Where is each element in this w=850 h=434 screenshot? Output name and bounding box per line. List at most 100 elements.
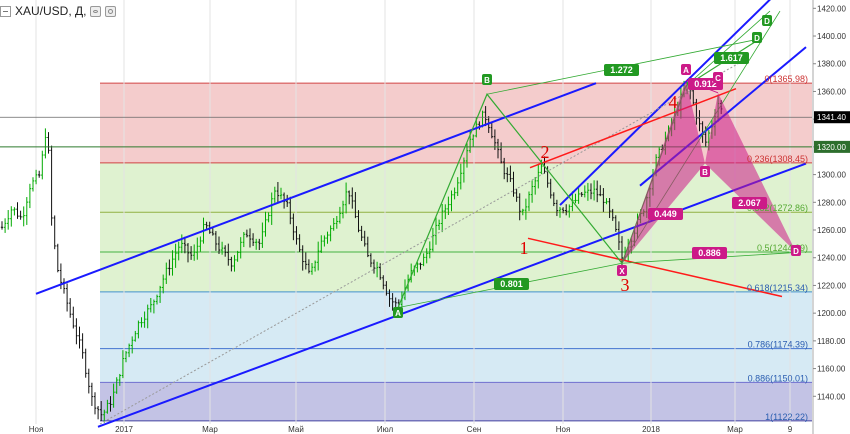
- candle: [348, 190, 351, 205]
- candle: [512, 171, 515, 197]
- magenta-point-a: A: [681, 64, 691, 75]
- candle: [385, 281, 388, 296]
- ratio-1272-badge-text: 1.272: [610, 65, 633, 75]
- visibility-icon[interactable]: [90, 5, 102, 17]
- green-point-b-bg: [482, 74, 492, 85]
- y-tick-label: 1420.00: [817, 4, 846, 13]
- candle: [13, 207, 16, 216]
- candle: [134, 330, 137, 342]
- candle: [140, 317, 143, 328]
- x-tick-label: Ноя: [556, 425, 571, 434]
- candle: [72, 306, 75, 329]
- candle: [248, 228, 252, 248]
- candle: [186, 243, 190, 263]
- y-tick-label: 1380.00: [817, 60, 846, 69]
- candle: [177, 241, 180, 261]
- collapse-icon[interactable]: [0, 5, 11, 17]
- x-tick-label: Май: [288, 425, 304, 434]
- magenta-point-d: D: [791, 245, 801, 256]
- candle: [75, 318, 78, 345]
- candle: [472, 134, 475, 147]
- candle: [611, 208, 614, 221]
- x-tick-label: 2017: [115, 425, 133, 434]
- candle: [155, 294, 159, 305]
- magenta-point-b: B: [700, 166, 710, 177]
- chart-header: XAU/USD, Д,: [0, 3, 117, 19]
- candle: [267, 212, 270, 223]
- candle: [69, 298, 72, 318]
- current-price-badge: 1341.40: [817, 113, 846, 122]
- magenta-point-a-bg: [681, 64, 691, 75]
- y-tick-label: 1280.00: [817, 198, 846, 207]
- candle: [65, 283, 69, 312]
- settings-icon[interactable]: [105, 5, 117, 17]
- candle: [53, 215, 56, 250]
- green-pattern-ext: [685, 10, 771, 87]
- candle: [295, 226, 298, 245]
- steep-upper-line: [559, 0, 771, 206]
- candle: [146, 304, 149, 329]
- candle: [106, 399, 109, 414]
- candle: [0, 221, 4, 230]
- wave-label-1: 1: [520, 238, 529, 258]
- y-tick-label: 1220.00: [817, 281, 846, 290]
- candle: [698, 110, 701, 132]
- candle: [236, 250, 239, 262]
- ratio-1272-badge-bg: [604, 64, 639, 76]
- level-badge: 1320.00: [817, 143, 846, 152]
- candle: [335, 215, 338, 229]
- candle: [561, 207, 565, 214]
- y-tick-label: 1240.00: [817, 254, 846, 263]
- candle: [292, 213, 295, 241]
- candle: [307, 259, 311, 274]
- candle: [233, 255, 236, 272]
- candle: [338, 206, 342, 224]
- candle: [431, 227, 435, 252]
- x-tick-label: 9: [788, 425, 793, 434]
- x-tick-label: Сен: [467, 425, 482, 434]
- candle: [515, 188, 518, 202]
- candle: [614, 215, 617, 232]
- candle: [165, 262, 168, 284]
- candle: [391, 293, 394, 311]
- candle: [419, 262, 422, 270]
- candle: [205, 221, 208, 229]
- candle: [568, 204, 571, 218]
- candle: [577, 188, 580, 204]
- y-tick-label: 1160.00: [817, 365, 846, 374]
- magenta-point-c: C: [713, 72, 723, 83]
- candle: [605, 198, 608, 205]
- candle: [47, 132, 50, 154]
- price-axis-bg: [813, 0, 850, 434]
- candle: [174, 243, 177, 268]
- green-point-d-text: D: [754, 34, 760, 43]
- candle: [183, 236, 187, 254]
- candle: [369, 253, 373, 268]
- drawings: [0, 0, 812, 428]
- fib-zone-0.618: [100, 291, 812, 349]
- candle: [220, 241, 224, 255]
- candle: [28, 183, 32, 209]
- candle: [189, 246, 193, 260]
- candle: [323, 235, 326, 247]
- candle: [96, 406, 100, 420]
- fib-level-label: 0.618(1215.34): [747, 283, 808, 293]
- candle: [447, 196, 450, 216]
- candle: [499, 142, 503, 164]
- candle: [90, 382, 94, 406]
- candle: [565, 204, 568, 216]
- candle: [124, 350, 128, 363]
- candle: [366, 236, 369, 258]
- y-tick-label: 1300.00: [817, 171, 846, 180]
- candle: [583, 185, 586, 198]
- wave-label-3: 3: [621, 275, 630, 295]
- ratio-0886-badge-text: 0.886: [698, 248, 721, 258]
- candle: [199, 236, 202, 252]
- green-point-d: D: [752, 32, 762, 43]
- magenta-point-b-text: B: [702, 168, 708, 177]
- candle: [552, 192, 555, 207]
- candle: [171, 250, 174, 276]
- candle: [382, 275, 385, 290]
- candle: [143, 311, 146, 328]
